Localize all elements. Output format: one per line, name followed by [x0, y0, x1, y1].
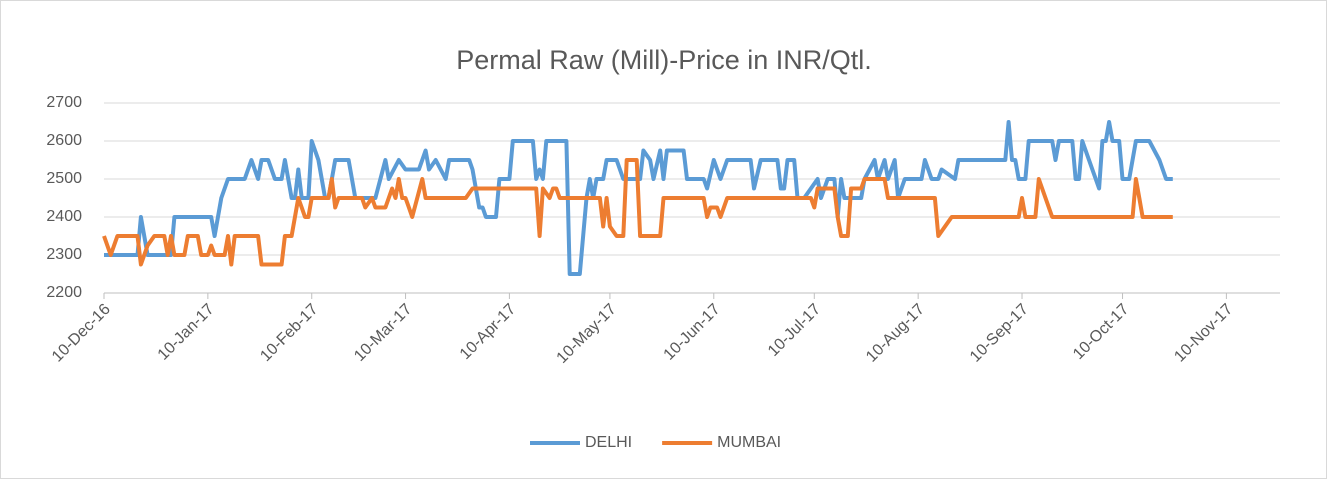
line-series: [102, 158, 1173, 267]
y-tick-label: 2200: [46, 284, 82, 301]
chart-title: Permal Raw (Mill)-Price in INR/Qtl.: [456, 45, 872, 75]
y-tick-label: 2700: [46, 94, 82, 111]
line-series: [104, 120, 1173, 276]
legend-label: DELHI: [585, 434, 632, 451]
y-tick-label: 2400: [46, 208, 82, 225]
y-tick-label: 2300: [46, 246, 82, 263]
legend-label: MUMBAI: [717, 434, 781, 451]
y-tick-label: 2500: [46, 170, 82, 187]
y-tick-label: 2600: [46, 132, 82, 149]
